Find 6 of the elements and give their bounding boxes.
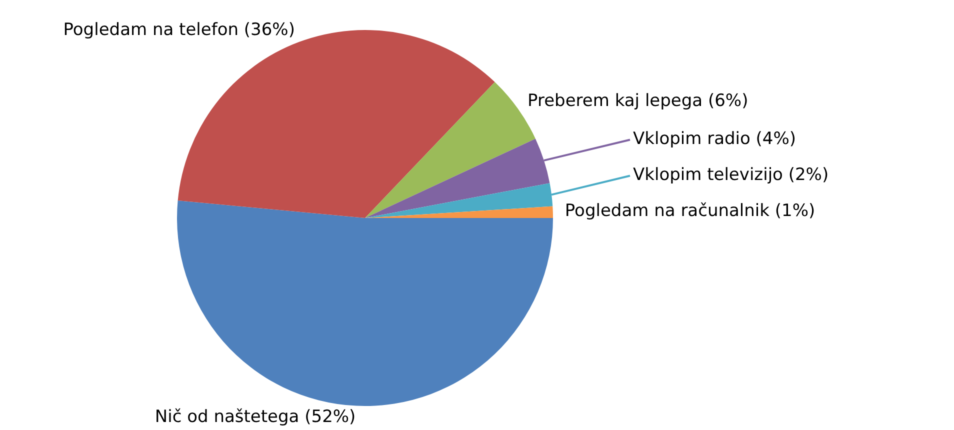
slice-label: Vklopim televizijo (2%)	[633, 165, 829, 186]
slice-label: Pogledam na računalnik (1%)	[564, 201, 816, 222]
slice-label: Vklopim radio (4%)	[633, 129, 796, 150]
slice-label: Nič od naštetega (52%)	[154, 407, 356, 428]
slice-label: Pogledam na telefon (36%)	[63, 20, 295, 40]
slice-label: Preberem kaj lepega (6%)	[528, 90, 748, 111]
